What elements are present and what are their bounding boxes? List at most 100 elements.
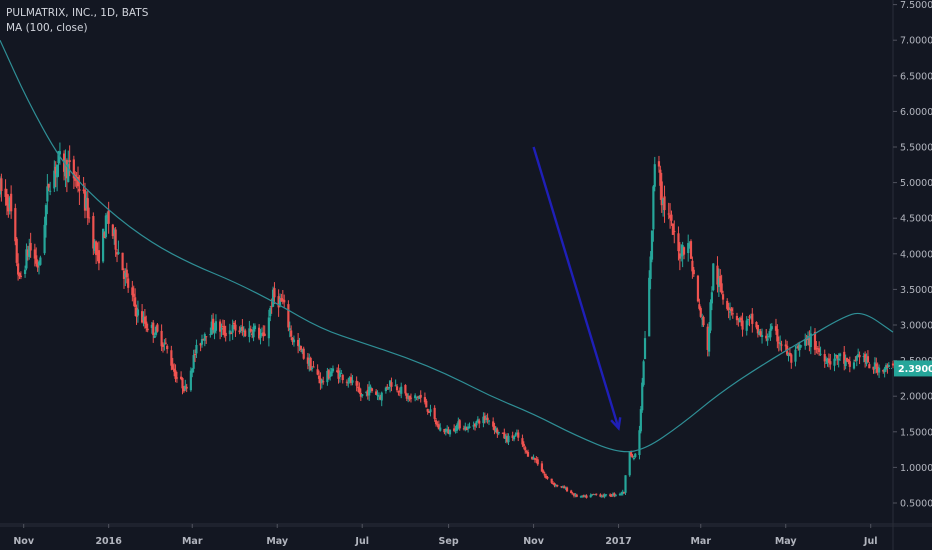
candle[interactable]	[837, 353, 840, 368]
candle[interactable]	[97, 241, 101, 271]
candle[interactable]	[386, 383, 389, 391]
candle[interactable]	[857, 348, 860, 358]
candle[interactable]	[584, 494, 587, 498]
candle[interactable]	[202, 338, 205, 341]
candle[interactable]	[125, 262, 128, 284]
candle[interactable]	[726, 298, 729, 311]
candle[interactable]	[220, 323, 223, 337]
candle[interactable]	[368, 381, 371, 401]
candle[interactable]	[620, 491, 623, 496]
candle[interactable]	[423, 392, 427, 405]
candle[interactable]	[356, 381, 360, 393]
candle[interactable]	[681, 241, 684, 268]
candle[interactable]	[468, 422, 471, 429]
candle[interactable]	[603, 493, 606, 499]
chart-legend[interactable]: PULMATRIX, INC., 1D, BATS MA (100, close…	[6, 6, 148, 36]
candle[interactable]	[745, 316, 748, 336]
candle[interactable]	[533, 457, 537, 463]
candle[interactable]	[156, 323, 159, 333]
candle[interactable]	[571, 492, 574, 495]
candle[interactable]	[780, 340, 783, 352]
candle[interactable]	[535, 456, 538, 464]
candle[interactable]	[503, 428, 506, 439]
candle[interactable]	[366, 384, 369, 400]
candle[interactable]	[551, 481, 555, 485]
candle[interactable]	[96, 242, 99, 262]
candle[interactable]	[142, 311, 145, 327]
candle[interactable]	[124, 268, 127, 287]
candle[interactable]	[823, 349, 826, 368]
candle[interactable]	[192, 349, 195, 373]
candle[interactable]	[443, 428, 446, 435]
candle[interactable]	[127, 273, 130, 293]
candle[interactable]	[536, 457, 539, 466]
candle[interactable]	[579, 495, 583, 499]
candle[interactable]	[134, 288, 137, 317]
candle[interactable]	[706, 323, 709, 357]
candle[interactable]	[482, 412, 485, 428]
candle[interactable]	[621, 489, 624, 496]
candle[interactable]	[359, 388, 362, 402]
candle[interactable]	[556, 484, 559, 488]
candle[interactable]	[72, 155, 75, 190]
candle[interactable]	[4, 179, 7, 206]
candle[interactable]	[160, 324, 163, 352]
candle[interactable]	[458, 418, 461, 431]
candle[interactable]	[560, 486, 563, 489]
candle[interactable]	[648, 270, 651, 337]
candle[interactable]	[224, 325, 227, 342]
candle[interactable]	[759, 328, 762, 337]
candle[interactable]	[524, 445, 527, 454]
candle[interactable]	[511, 431, 514, 441]
candle[interactable]	[434, 417, 438, 427]
candle[interactable]	[427, 411, 431, 414]
candle[interactable]	[10, 185, 13, 219]
candle[interactable]	[522, 441, 525, 450]
candle[interactable]	[405, 392, 408, 402]
candle[interactable]	[864, 351, 867, 368]
candle[interactable]	[868, 362, 871, 369]
candle[interactable]	[776, 324, 779, 349]
candle[interactable]	[64, 149, 67, 188]
candle[interactable]	[35, 247, 38, 267]
candle[interactable]	[506, 433, 509, 444]
candle[interactable]	[671, 222, 674, 236]
candle[interactable]	[351, 374, 354, 386]
candle[interactable]	[379, 394, 382, 400]
candle[interactable]	[624, 475, 627, 495]
candle[interactable]	[582, 494, 585, 498]
candle[interactable]	[219, 319, 222, 340]
candle[interactable]	[184, 379, 187, 392]
candle[interactable]	[189, 367, 192, 392]
candle[interactable]	[5, 188, 9, 216]
candle[interactable]	[17, 253, 20, 281]
candle[interactable]	[33, 243, 36, 267]
candle[interactable]	[749, 313, 753, 320]
candle[interactable]	[692, 266, 695, 278]
candle[interactable]	[331, 365, 335, 373]
candle[interactable]	[39, 255, 42, 266]
candle[interactable]	[418, 395, 421, 400]
candle[interactable]	[638, 425, 641, 460]
candle[interactable]	[659, 165, 662, 200]
candle[interactable]	[291, 337, 294, 345]
candle[interactable]	[590, 494, 594, 497]
candle[interactable]	[263, 325, 266, 337]
candle[interactable]	[876, 362, 879, 376]
candle[interactable]	[667, 202, 670, 220]
candle[interactable]	[487, 419, 491, 426]
candle[interactable]	[195, 339, 198, 359]
candle[interactable]	[875, 357, 878, 374]
candle[interactable]	[600, 494, 603, 498]
candle[interactable]	[882, 369, 885, 374]
candle[interactable]	[755, 321, 758, 330]
candle[interactable]	[397, 390, 400, 396]
candle[interactable]	[262, 325, 265, 341]
candle[interactable]	[271, 286, 275, 308]
candle[interactable]	[632, 455, 635, 461]
candle[interactable]	[526, 449, 530, 457]
candle[interactable]	[613, 492, 616, 498]
candle[interactable]	[53, 160, 56, 192]
candle[interactable]	[670, 210, 673, 226]
